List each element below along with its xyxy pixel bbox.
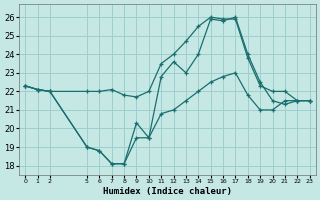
X-axis label: Humidex (Indice chaleur): Humidex (Indice chaleur) bbox=[103, 187, 232, 196]
